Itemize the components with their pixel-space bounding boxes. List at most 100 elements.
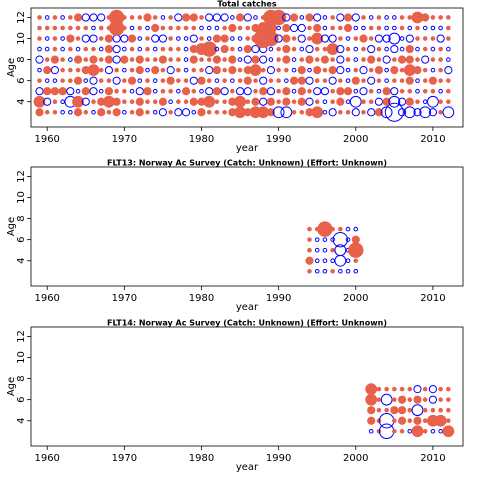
negative-bubble [89, 87, 98, 96]
negative-bubble [305, 97, 314, 106]
positive-bubble [376, 46, 382, 52]
positive-bubble [129, 57, 135, 62]
positive-bubble [446, 78, 451, 83]
negative-bubble [368, 15, 374, 20]
positive-bubble [343, 23, 353, 33]
negative-bubble [214, 46, 220, 52]
positive-bubble [345, 46, 351, 52]
negative-bubble [104, 66, 114, 75]
negative-bubble [299, 15, 305, 20]
y-tick-label: 6 [16, 396, 27, 402]
negative-bubble [176, 88, 181, 94]
negative-bubble [205, 87, 214, 96]
negative-bubble [35, 55, 44, 64]
negative-bubble [206, 25, 212, 31]
positive-bubble [307, 226, 312, 232]
positive-bubble [376, 78, 382, 83]
positive-bubble [322, 67, 328, 73]
positive-bubble [168, 25, 173, 31]
negative-bubble [322, 268, 328, 274]
positive-bubble [291, 99, 297, 105]
positive-bubble [104, 44, 114, 54]
negative-bubble [89, 76, 98, 85]
positive-bubble [317, 221, 333, 237]
negative-bubble [353, 25, 359, 31]
negative-bubble [189, 76, 198, 85]
positive-bubble [68, 15, 73, 20]
positive-bubble [351, 235, 360, 244]
negative-bubble [75, 88, 81, 94]
y-tick-label: 8 [16, 215, 27, 221]
positive-bubble [382, 87, 391, 96]
negative-bubble [427, 95, 439, 108]
negative-bubble [289, 23, 299, 33]
positive-bubble [122, 78, 127, 83]
positive-bubble [392, 418, 397, 424]
positive-bubble [127, 76, 137, 85]
negative-bubble [230, 15, 235, 20]
positive-bubble [206, 109, 212, 115]
positive-bubble [446, 407, 451, 413]
negative-bubble [320, 34, 330, 43]
positive-bubble [368, 25, 374, 31]
negative-bubble [43, 97, 52, 106]
x-tick-label: 1990 [266, 293, 291, 304]
positive-bubble [407, 397, 413, 402]
positive-bubble [266, 108, 276, 117]
positive-bubble [422, 46, 428, 52]
positive-bubble [276, 99, 281, 105]
y-tick-label: 4 [16, 99, 27, 105]
y-axis-label: Age [6, 377, 17, 396]
positive-bubble [438, 46, 443, 52]
positive-bubble [228, 55, 237, 64]
negative-bubble [313, 87, 322, 96]
positive-bubble [135, 66, 144, 75]
positive-bubble [405, 44, 414, 54]
positive-bubble [361, 46, 366, 52]
positive-bubble [120, 55, 129, 64]
positive-bubble [413, 395, 422, 404]
positive-bubble [392, 428, 397, 434]
negative-bubble [390, 87, 399, 96]
positive-bubble [330, 88, 335, 94]
positive-bubble [392, 397, 397, 402]
negative-bubble [212, 13, 222, 22]
negative-bubble [367, 44, 376, 54]
negative-bubble [135, 87, 144, 96]
negative-bubble [122, 46, 127, 52]
positive-bubble [83, 25, 89, 31]
negative-bubble [428, 385, 438, 394]
negative-bubble [191, 109, 197, 115]
negative-bubble [442, 106, 455, 119]
positive-bubble [291, 36, 297, 41]
positive-bubble [183, 78, 189, 83]
positive-bubble [282, 97, 291, 106]
negative-bubble [397, 97, 407, 106]
negative-bubble [374, 34, 384, 43]
negative-bubble [189, 34, 198, 43]
negative-bubble [259, 97, 268, 106]
positive-bubble [326, 43, 339, 55]
positive-bubble [73, 13, 83, 22]
negative-bubble [367, 108, 376, 117]
positive-bubble [390, 66, 399, 75]
positive-bubble [212, 87, 222, 96]
positive-bubble [392, 78, 397, 83]
positive-bubble [122, 99, 127, 105]
positive-bubble [284, 67, 289, 73]
positive-bubble [305, 13, 314, 22]
positive-bubble [268, 78, 274, 83]
positive-bubble [361, 78, 366, 83]
positive-bubble [168, 46, 173, 52]
positive-bubble [44, 25, 50, 31]
positive-bubble [127, 34, 137, 43]
negative-bubble [322, 15, 328, 20]
negative-bubble [44, 15, 50, 20]
positive-bubble [376, 418, 382, 424]
positive-bubble [446, 386, 451, 392]
positive-bubble [422, 397, 428, 402]
positive-bubble [361, 109, 366, 115]
positive-bubble [43, 66, 52, 75]
positive-bubble [282, 34, 291, 43]
negative-bubble [168, 99, 173, 105]
